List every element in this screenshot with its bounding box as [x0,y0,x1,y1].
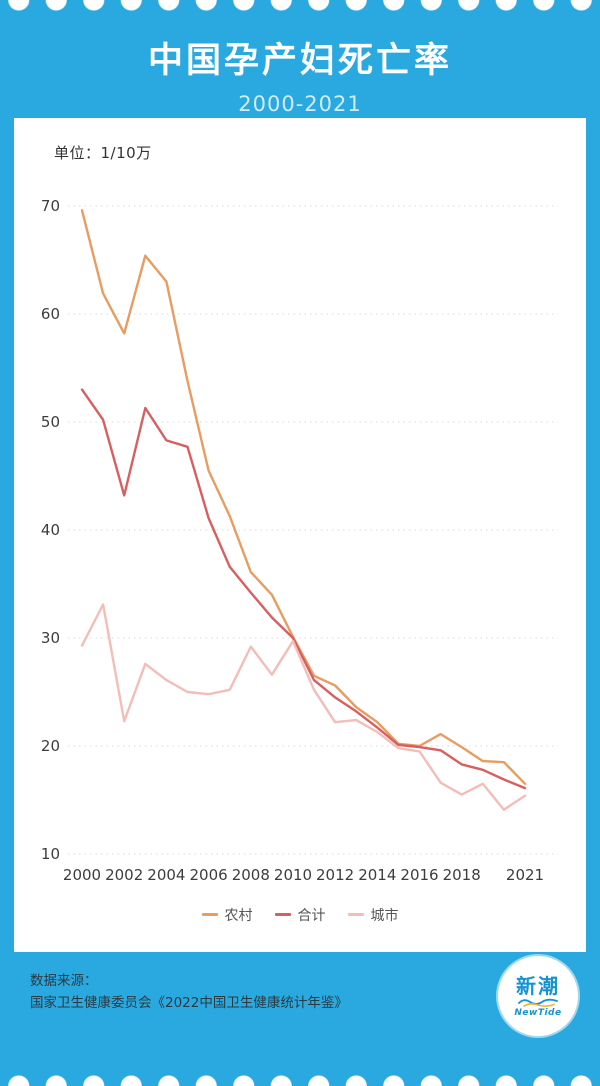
stamp-edge-bottom [0,1070,600,1086]
newtide-logo: 新潮 NewTide [498,956,578,1036]
svg-text:2002: 2002 [105,866,143,884]
logo-english-name: NewTide [514,1007,562,1018]
logo-chinese-name: 新潮 [516,973,560,998]
svg-text:2008: 2008 [232,866,270,884]
svg-text:2010: 2010 [274,866,312,884]
legend-label: 合计 [297,907,326,924]
legend-item: 合计 [274,905,326,925]
legend-swatch [201,913,218,916]
svg-text:2014: 2014 [358,866,396,884]
legend-swatch [347,913,364,916]
svg-text:20: 20 [41,737,60,755]
svg-text:70: 70 [41,197,60,215]
svg-text:2004: 2004 [147,866,185,884]
legend: 农村 合计 城市 [14,904,586,925]
svg-text:2000: 2000 [63,866,101,884]
svg-text:2018: 2018 [443,866,481,884]
legend-swatch [274,913,291,916]
data-source-label: 数据来源： [30,973,98,989]
svg-text:10: 10 [41,845,60,863]
data-source-text: 国家卫生健康委员会《2022中国卫生健康统计年鉴》 [30,995,348,1012]
svg-text:40: 40 [41,521,60,539]
legend-label: 农村 [224,907,253,924]
legend-item: 城市 [347,905,399,925]
data-source: 数据来源： 国家卫生健康委员会《2022中国卫生健康统计年鉴》 [30,970,348,1015]
svg-text:30: 30 [41,629,60,647]
svg-text:2006: 2006 [190,866,228,884]
legend-item: 农村 [201,905,253,925]
wave-icon [518,998,558,1007]
chart-card: 单位：1/10万 10 20 30 40 50 60 70 2000 2002 2004 2006 2… [14,118,586,952]
svg-text:2021: 2021 [506,866,544,884]
chart-title: 中国孕产妇死亡率 [147,41,452,81]
svg-text:2016: 2016 [400,866,438,884]
svg-text:60: 60 [41,305,60,323]
svg-text:2012: 2012 [316,866,354,884]
unit-label: 单位：1/10万 [54,144,152,162]
svg-text:50: 50 [41,413,60,431]
legend-label: 城市 [370,907,399,924]
stamp-edge-top [0,0,600,16]
header: 中国孕产妇死亡率 2000-2021 [0,32,600,116]
chart-subtitle: 2000-2021 [238,92,362,116]
